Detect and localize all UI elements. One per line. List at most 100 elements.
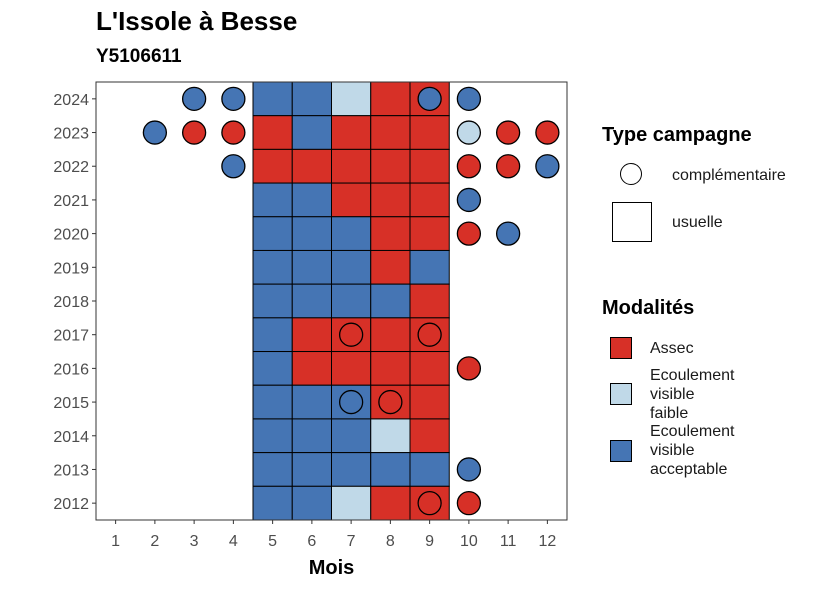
- y-tick-label-2020: 2020: [53, 227, 89, 244]
- complementary-marker-2016-10: [456, 356, 482, 381]
- heatmap-cell-2015-5: [252, 384, 293, 420]
- heatmap-cell-2017-6: [291, 317, 332, 353]
- heatmap-cell-2021-6: [291, 182, 332, 218]
- complementary-marker-2022-11: [495, 154, 521, 179]
- complementary-marker-2024-3: [181, 86, 207, 111]
- heatmap-cell-2022-5: [252, 148, 293, 184]
- heatmap-cell-2014-8: [370, 418, 411, 454]
- heatmap-cell-2014-9: [409, 418, 450, 454]
- x-tick-label-11: 11: [500, 533, 517, 550]
- complementary-marker-2024-9: [417, 86, 442, 111]
- complementary-marker-2017-7: [338, 322, 364, 347]
- heatmap-cell-2015-6: [291, 384, 332, 420]
- complementary-marker-2012-9: [417, 491, 442, 516]
- y-tick-label-2014: 2014: [53, 429, 89, 446]
- complementary-marker-2022-12: [535, 154, 560, 179]
- heatmap-cell-2018-9: [409, 283, 450, 319]
- usual-campaign-cells: [252, 81, 450, 521]
- complementary-marker-2020-10: [456, 221, 482, 246]
- heatmap-cell-2024-6: [291, 81, 332, 117]
- heatmap-cell-2015-9: [409, 384, 450, 420]
- heatmap-cell-2016-8: [370, 351, 411, 386]
- heatmap-cell-2019-5: [252, 249, 293, 285]
- legend-swatch-acceptable: [610, 440, 632, 462]
- y-tick-label-2019: 2019: [53, 260, 89, 277]
- heatmap-cell-2013-5: [252, 452, 293, 487]
- legend-campaign-label-complementaire: complémentaire: [672, 167, 786, 184]
- heatmap-cell-2019-9: [409, 249, 450, 285]
- heatmap-cell-2022-7: [331, 148, 372, 184]
- x-tick-label-3: 3: [190, 533, 199, 550]
- heatmap-cell-2023-6: [291, 115, 332, 150]
- heatmap-cell-2024-7: [331, 81, 372, 117]
- legend-swatch-assec: [610, 337, 632, 359]
- heatmap-cell-2024-5: [252, 81, 293, 117]
- heatmap-cell-2013-9: [409, 452, 450, 487]
- heatmap-cell-2014-7: [331, 418, 372, 454]
- complementary-marker-2023-12: [535, 120, 560, 145]
- heatmap-cell-2019-6: [291, 249, 332, 285]
- heatmap-cell-2018-7: [331, 283, 372, 319]
- heatmap-cell-2016-5: [252, 351, 293, 386]
- heatmap-cell-2023-8: [370, 115, 411, 150]
- complementary-campaign-markers: [142, 86, 560, 516]
- heatmap-cell-2024-8: [370, 81, 411, 117]
- y-tick-label-2015: 2015: [53, 395, 89, 412]
- heatmap-cell-2020-6: [291, 216, 332, 251]
- x-tick-label-4: 4: [229, 533, 238, 550]
- heatmap-cell-2023-5: [252, 115, 293, 150]
- legend-campaign-title: Type campagne: [602, 124, 752, 146]
- heatmap-cell-2021-5: [252, 182, 293, 218]
- y-tick-label-2023: 2023: [53, 126, 89, 143]
- legend-circle-symbol: [620, 163, 642, 185]
- legend-label-faible: Ecoulement visible faible: [650, 367, 735, 422]
- heatmap-cell-2022-9: [409, 148, 450, 184]
- x-tick-label-1: 1: [111, 533, 120, 550]
- heatmap-cell-2012-7: [331, 485, 372, 521]
- legend-label-assec: Assec: [650, 340, 694, 357]
- legend-modalites-title: Modalités: [602, 297, 695, 319]
- complementary-marker-2015-7: [338, 389, 364, 415]
- heatmap-cell-2012-8: [370, 485, 411, 521]
- axis-ticks: 2012 2013 2014 2015 2016 2017 2018 2019 2020 2021…: [53, 92, 556, 550]
- heatmap-cell-2017-8: [370, 317, 411, 353]
- complementary-marker-2024-4: [221, 86, 246, 111]
- heatmap-cell-2020-7: [331, 216, 372, 251]
- legend-label-acceptable: Ecoulement visible acceptable: [650, 423, 735, 478]
- x-tick-label-2: 2: [150, 533, 159, 550]
- complementary-marker-2013-10: [456, 457, 482, 482]
- legend-square-symbol: [612, 202, 652, 242]
- heatmap-cell-2019-7: [331, 249, 372, 285]
- complementary-marker-2021-10: [456, 187, 482, 213]
- heatmap-cell-2017-5: [252, 317, 293, 353]
- heatmap-cell-2013-6: [291, 452, 332, 487]
- x-tick-label-10: 10: [460, 533, 478, 550]
- x-tick-label-12: 12: [538, 533, 556, 550]
- heatmap-cell-2013-8: [370, 452, 411, 487]
- legend-swatch-faible: [610, 383, 632, 405]
- heatmap-cell-2016-7: [331, 351, 372, 386]
- y-tick-label-2013: 2013: [53, 462, 89, 479]
- heatmap-cell-2016-9: [409, 351, 450, 386]
- x-tick-label-9: 9: [425, 533, 434, 550]
- heatmap-cell-2018-6: [291, 283, 332, 319]
- x-tick-label-8: 8: [386, 533, 395, 550]
- y-tick-label-2017: 2017: [53, 328, 89, 345]
- complementary-marker-2024-10: [456, 86, 482, 111]
- heatmap-cell-2013-7: [331, 452, 372, 487]
- complementary-marker-2022-4: [221, 154, 246, 179]
- heatmap-cell-2020-9: [409, 216, 450, 251]
- heatmap-cell-2012-6: [291, 485, 332, 521]
- x-tick-label-7: 7: [347, 533, 356, 550]
- chart-subtitle: Y5106611: [96, 46, 182, 67]
- x-tick-label-6: 6: [307, 533, 316, 550]
- y-tick-label-2021: 2021: [53, 193, 89, 210]
- heatmap-cell-2022-6: [291, 148, 332, 184]
- heatmap-cell-2014-6: [291, 418, 332, 454]
- heatmap-cell-2022-8: [370, 148, 411, 184]
- heatmap-cell-2023-7: [331, 115, 372, 150]
- chart-title: L'Issole à Besse: [96, 6, 298, 36]
- complementary-marker-2023-11: [495, 120, 521, 145]
- legend-campaign-label-usuelle: usuelle: [672, 214, 723, 231]
